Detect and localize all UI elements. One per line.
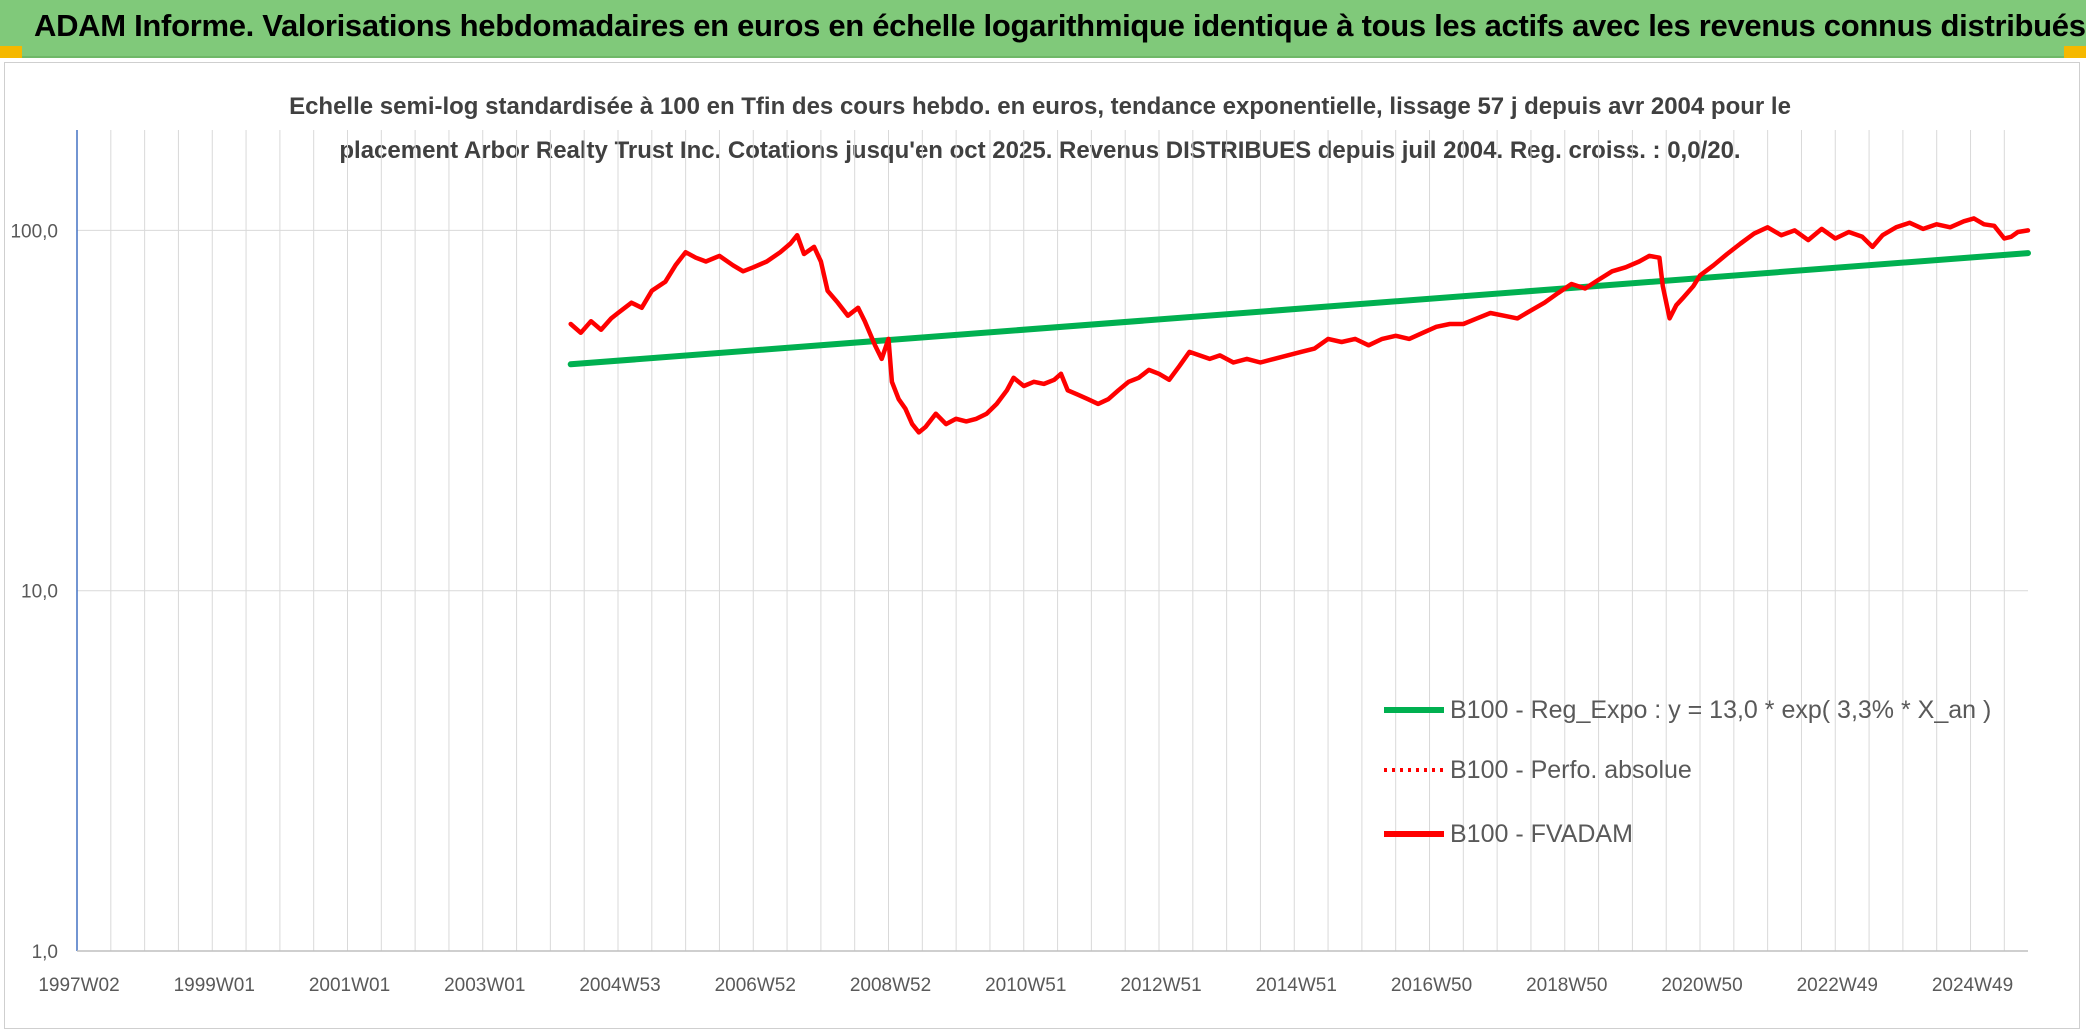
x-tick-label: 2001W01 — [309, 975, 390, 996]
x-tick-label: 2010W51 — [985, 975, 1066, 996]
gridlines — [76, 130, 2028, 951]
corner-marker-top-left — [0, 46, 22, 58]
y-tick-label: 10,0 — [21, 582, 58, 603]
x-tick-label: 2014W51 — [1256, 975, 1337, 996]
x-tick-label: 2018W50 — [1526, 975, 1607, 996]
x-tick-label: 2022W49 — [1797, 975, 1878, 996]
x-tick-label: 2020W50 — [1661, 975, 1742, 996]
report-banner: ADAM Informe. Valorisations hebdomadaire… — [0, 0, 2086, 58]
series-layer — [567, 216, 2031, 435]
axes: 1,0 10,0 100,0 1997W02 1999W01 2001W01 2003W01… — [10, 130, 2028, 996]
x-tick-label: 2012W51 — [1120, 975, 1201, 996]
legend: B100 - Reg_Expo : y = 13,0 * exp( 3,3% *… — [1384, 696, 1991, 848]
series-line-reg-expo — [567, 250, 2031, 368]
x-tick-label: 2003W01 — [444, 975, 525, 996]
x-tick-label: 2004W53 — [579, 975, 660, 996]
x-tick-label: 1999W01 — [174, 975, 255, 996]
series-line-fvadam — [568, 216, 2031, 435]
x-tick-label: 2024W49 — [1932, 975, 2013, 996]
corner-marker-top-right — [2064, 46, 2086, 58]
x-tick-label: 1997W02 — [38, 975, 119, 996]
x-tick-label: 2006W52 — [715, 975, 796, 996]
x-tick-label: 2016W50 — [1391, 975, 1472, 996]
legend-label: B100 - Reg_Expo : y = 13,0 * exp( 3,3% *… — [1450, 696, 1991, 724]
report-title: ADAM Informe. Valorisations hebdomadaire… — [34, 8, 2086, 43]
legend-label: B100 - Perfo. absolue — [1450, 756, 1692, 784]
chart-frame — [4, 62, 2080, 1029]
chart-title-line-1: Echelle semi-log standardisée à 100 en T… — [289, 93, 1791, 120]
chart-title-line-2: placement Arbor Realty Trust Inc. Cotati… — [339, 137, 1740, 164]
y-tick-label: 100,0 — [10, 221, 58, 242]
legend-label: B100 - FVADAM — [1450, 820, 1633, 848]
x-tick-label: 2008W52 — [850, 975, 931, 996]
y-tick-label: 1,0 — [32, 942, 58, 963]
